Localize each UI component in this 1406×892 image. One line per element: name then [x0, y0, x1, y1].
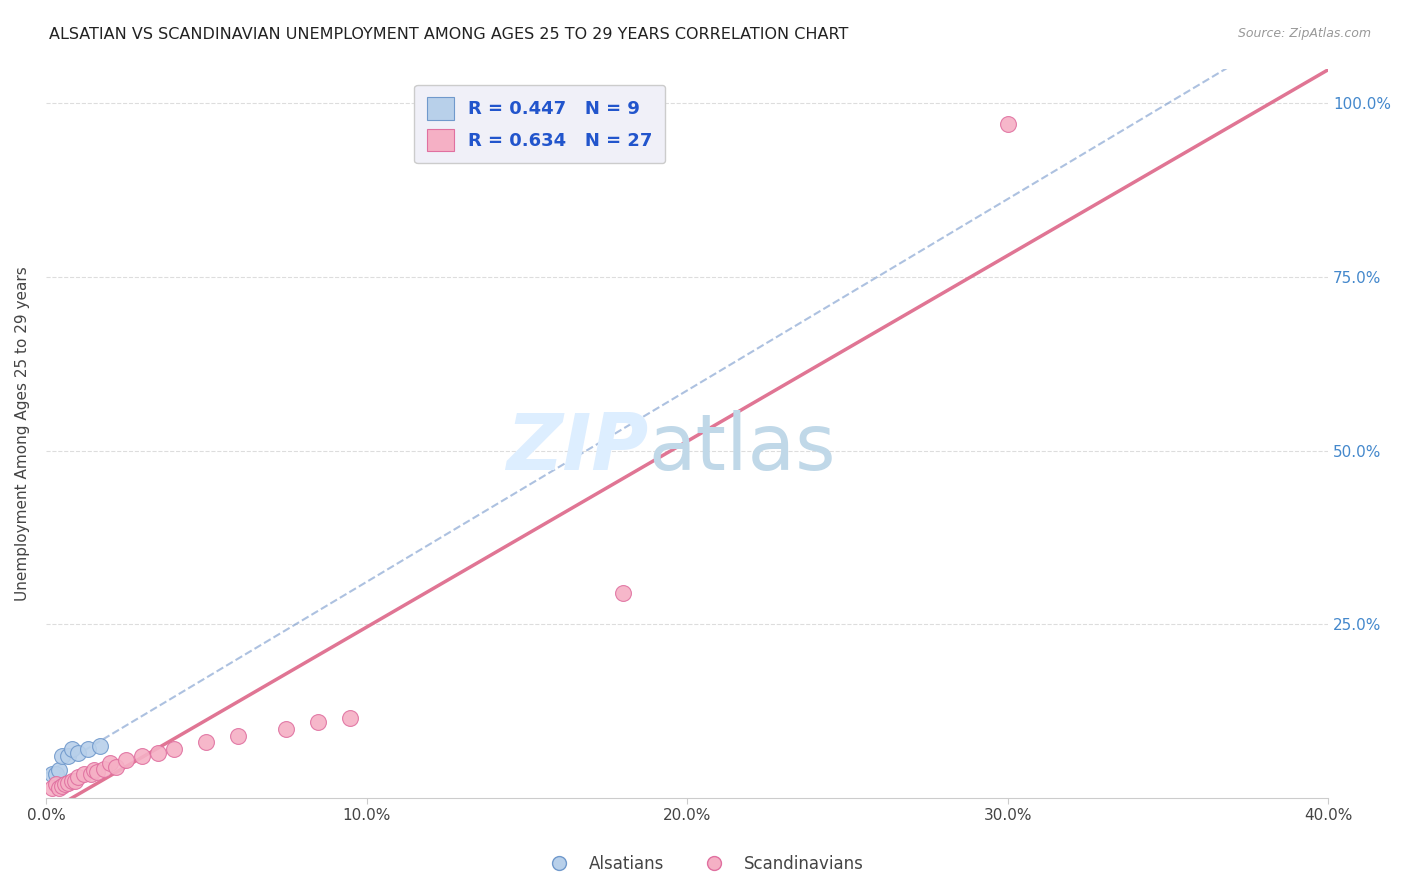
Point — [60, 742, 83, 756]
Legend: R = 0.447   N = 9, R = 0.634   N = 27: R = 0.447 N = 9, R = 0.634 N = 27 — [413, 85, 665, 163]
Point — [48, 780, 70, 795]
Point — [226, 729, 249, 743]
Point — [131, 749, 153, 764]
Y-axis label: Unemployment Among Ages 25 to 29 years: Unemployment Among Ages 25 to 29 years — [15, 266, 30, 600]
Point — [98, 756, 121, 771]
Point — [195, 735, 218, 749]
Point — [51, 749, 73, 764]
Point — [66, 746, 89, 760]
Point — [41, 766, 63, 780]
Point — [83, 764, 105, 778]
Point — [93, 762, 115, 776]
Legend: Alsatians, Scandinavians: Alsatians, Scandinavians — [536, 848, 870, 880]
Point — [45, 777, 67, 791]
Point — [105, 760, 128, 774]
Point — [73, 766, 96, 780]
Point — [80, 766, 103, 780]
Point — [339, 711, 361, 725]
Text: Source: ZipAtlas.com: Source: ZipAtlas.com — [1237, 27, 1371, 40]
Point — [163, 742, 186, 756]
Text: atlas: atlas — [648, 410, 837, 486]
Point — [58, 749, 80, 764]
Point — [76, 742, 98, 756]
Point — [45, 766, 67, 780]
Point — [66, 770, 89, 784]
Point — [997, 117, 1019, 131]
Point — [41, 780, 63, 795]
Text: ALSATIAN VS SCANDINAVIAN UNEMPLOYMENT AMONG AGES 25 TO 29 YEARS CORRELATION CHAR: ALSATIAN VS SCANDINAVIAN UNEMPLOYMENT AM… — [49, 27, 849, 42]
Point — [60, 773, 83, 788]
Point — [115, 753, 138, 767]
Point — [51, 779, 73, 793]
Point — [89, 739, 111, 753]
Point — [146, 746, 169, 760]
Point — [276, 722, 298, 736]
Text: ZIP: ZIP — [506, 410, 648, 486]
Point — [48, 764, 70, 778]
Point — [86, 764, 108, 779]
Point — [307, 714, 329, 729]
Point — [612, 586, 634, 600]
Point — [63, 773, 86, 788]
Point — [53, 777, 76, 791]
Point — [58, 776, 80, 790]
